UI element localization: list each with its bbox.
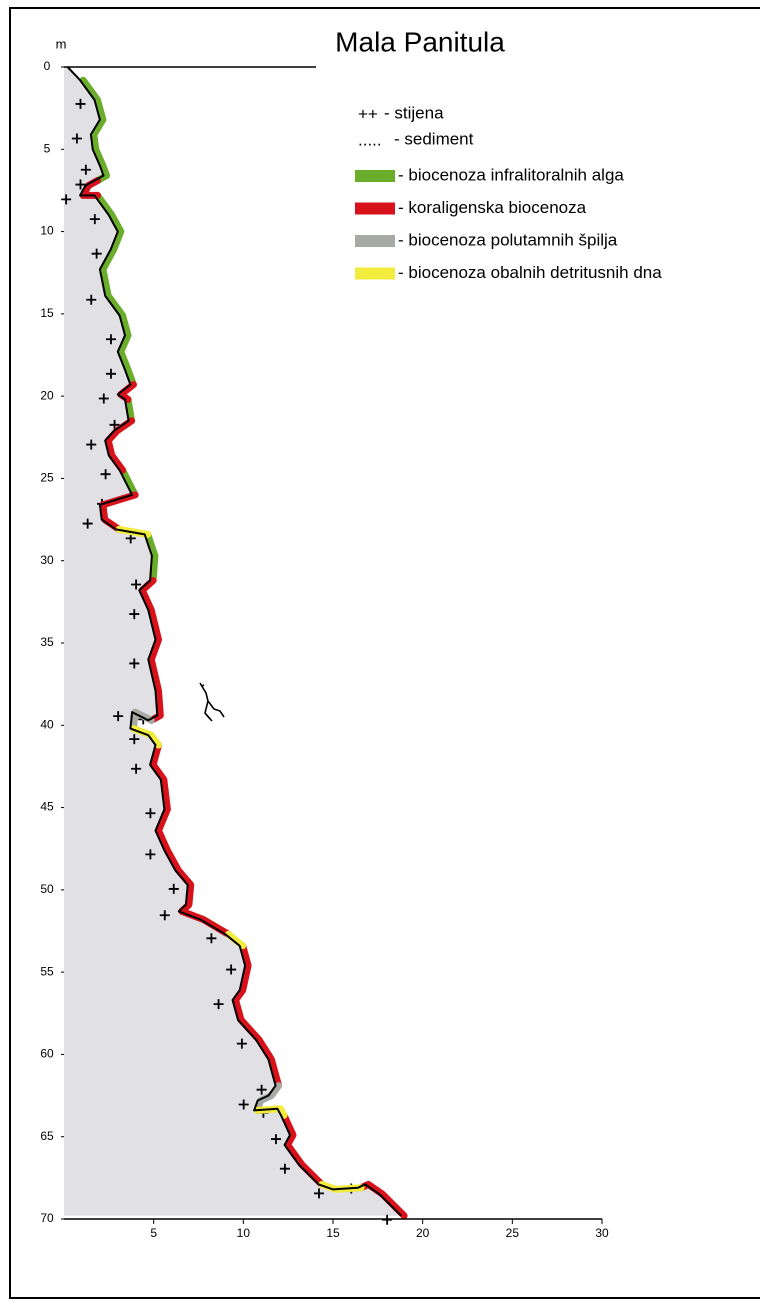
biocenosis-segment bbox=[357, 1180, 408, 1220]
rock-symbol bbox=[314, 1188, 324, 1199]
biocenosis-segment bbox=[224, 930, 247, 950]
legend-swatch bbox=[355, 170, 395, 182]
legend-label: - koraligenska biocenoza bbox=[398, 198, 587, 217]
y-tick-label: 25 bbox=[40, 471, 54, 485]
rock-symbol bbox=[125, 533, 136, 544]
y-tick-label: 35 bbox=[40, 635, 54, 649]
rock-symbol bbox=[75, 179, 86, 190]
y-tick-label: 0 bbox=[44, 59, 51, 73]
rock-symbol bbox=[131, 763, 142, 774]
legend-swatch bbox=[355, 235, 395, 247]
legend-label: - stijena bbox=[384, 103, 444, 122]
y-tick-label: 45 bbox=[40, 800, 54, 814]
biocenosis-segment bbox=[94, 191, 137, 389]
x-tick-label: 10 bbox=[237, 1226, 251, 1240]
rock-symbol bbox=[226, 964, 237, 975]
rock-symbol bbox=[129, 734, 140, 745]
rock-symbol bbox=[213, 999, 224, 1010]
y-tick-label: 15 bbox=[40, 306, 54, 320]
seabed-fill bbox=[64, 67, 402, 1216]
rock-symbol bbox=[145, 849, 156, 860]
biocenosis-segment bbox=[149, 741, 232, 938]
biocenosis-segment bbox=[232, 942, 283, 1090]
rock-symbol bbox=[113, 711, 124, 722]
axes: 0 5 10 15 20 25 30 35 40 45 50 55 60 65 70 5 10 15 20 25 30 bbox=[40, 59, 609, 1240]
rock-symbol bbox=[86, 294, 97, 305]
rock-symbol bbox=[82, 518, 93, 529]
profile-area bbox=[61, 67, 402, 1225]
biocenosis-segment bbox=[280, 1111, 326, 1188]
legend-label: - biocenoza obalnih detritusnih dna bbox=[398, 263, 662, 282]
rock-symbol bbox=[206, 933, 217, 944]
rock-symbol bbox=[89, 214, 100, 225]
x-tick-label: 5 bbox=[150, 1226, 157, 1240]
y-tick-label: 10 bbox=[40, 224, 54, 238]
biocenosis-segment bbox=[253, 1082, 283, 1114]
x-tick-label: 25 bbox=[506, 1226, 520, 1240]
y-tick-label: 70 bbox=[40, 1211, 54, 1225]
biocenosis-segment bbox=[129, 725, 162, 749]
frame bbox=[9, 7, 760, 1299]
x-tick-label: 15 bbox=[326, 1226, 340, 1240]
rock-symbol bbox=[270, 1134, 281, 1145]
legend-label: - sediment bbox=[394, 129, 474, 148]
biocenosis-segment bbox=[119, 466, 139, 499]
y-tick-label: 55 bbox=[40, 964, 54, 978]
y-tick-label: 5 bbox=[44, 141, 51, 155]
rock-symbol bbox=[279, 1163, 290, 1174]
rock-symbol bbox=[238, 1099, 249, 1110]
legend-label: - biocenoza infralitoralnih alga bbox=[398, 165, 624, 184]
rock-symbol bbox=[86, 439, 97, 450]
chart-title: Mala Panitula bbox=[335, 26, 505, 57]
rock-symbol bbox=[129, 658, 140, 669]
x-tick-label: 30 bbox=[595, 1226, 609, 1240]
rock-symbol bbox=[256, 1084, 267, 1095]
biocenosis-segment bbox=[117, 381, 137, 403]
rock-symbol bbox=[105, 334, 116, 345]
rock-symbol bbox=[236, 1038, 247, 1049]
rock-symbol bbox=[145, 808, 156, 819]
rock-symbol bbox=[159, 910, 170, 921]
legend-symbol: ++ bbox=[358, 104, 378, 123]
rock-symbol bbox=[100, 469, 111, 480]
rock-symbol bbox=[71, 133, 82, 144]
x-tick-label: 20 bbox=[416, 1226, 430, 1240]
biocenosis-layer bbox=[66, 66, 408, 1220]
legend: ++ - stijena..... - sediment - biocenoza in… bbox=[355, 103, 662, 282]
rock-symbol bbox=[75, 98, 86, 109]
rock-symbol bbox=[91, 248, 102, 259]
legend-label: - biocenoza polutamnih špilja bbox=[398, 230, 618, 249]
y-tick-label: 30 bbox=[40, 553, 54, 567]
y-tick-label: 60 bbox=[40, 1047, 54, 1061]
biocenosis-segment bbox=[79, 76, 110, 185]
rock-symbol bbox=[61, 194, 72, 205]
diver-icon bbox=[199, 682, 225, 722]
rock-symbol bbox=[109, 419, 120, 430]
rock-symbol bbox=[131, 579, 142, 590]
y-tick-label: 20 bbox=[40, 388, 54, 402]
rock-symbol bbox=[105, 368, 116, 379]
biocenosis-segment bbox=[124, 395, 136, 425]
rock-symbol bbox=[80, 164, 91, 175]
y-axis-label: m bbox=[56, 36, 67, 51]
rock-symbol bbox=[168, 883, 179, 894]
legend-swatch bbox=[355, 267, 395, 280]
rock-symbol bbox=[129, 609, 140, 620]
biocenosis-segment bbox=[138, 577, 164, 724]
legend-symbol: ..... bbox=[358, 130, 382, 149]
biocenosis-segment bbox=[104, 417, 136, 474]
y-tick-label: 40 bbox=[40, 717, 54, 731]
rock-symbol bbox=[98, 393, 109, 404]
y-tick-label: 65 bbox=[40, 1129, 54, 1143]
biocenosis-segment bbox=[144, 530, 159, 584]
biocenosis-segment bbox=[129, 708, 155, 733]
profile-line bbox=[66, 66, 402, 1217]
y-tick-label: 50 bbox=[40, 882, 54, 896]
legend-swatch bbox=[355, 202, 395, 215]
